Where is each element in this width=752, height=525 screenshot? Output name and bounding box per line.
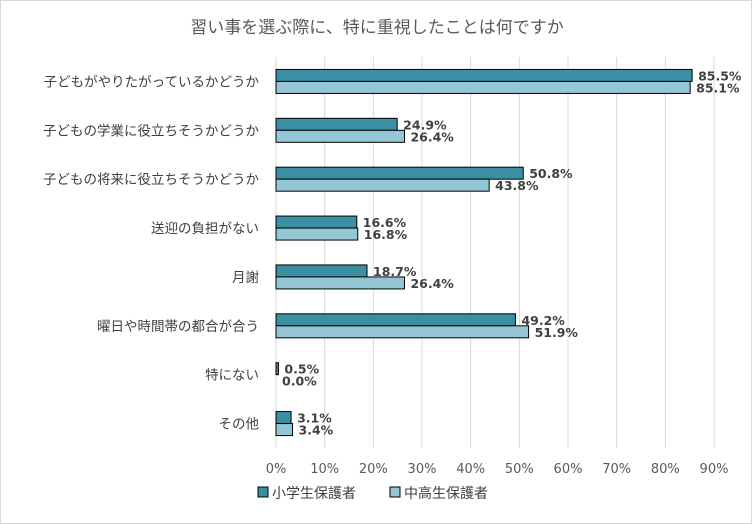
category-label: 子どもの将来に役立ちそうかどうか: [43, 172, 259, 188]
labels: 0% 10% 20% 30% 40% 50% 60% 70% 80% 90% 子どもがやりたがってい…: [43, 68, 742, 477]
bar-elementary: [275, 362, 279, 376]
data-label: 18.7%: [373, 264, 417, 279]
data-label: 51.9%: [535, 325, 579, 340]
x-tick-label: 70%: [602, 462, 631, 477]
data-label: 16.8%: [364, 227, 408, 242]
x-tick-label: 20%: [359, 462, 388, 477]
gridlines: [275, 57, 715, 448]
x-tick-label: 40%: [456, 462, 485, 477]
data-label: 24.9%: [403, 117, 447, 132]
x-tick-label: 60%: [554, 462, 583, 477]
data-label: 3.4%: [299, 423, 334, 438]
data-label: 26.4%: [410, 276, 454, 291]
legend: 小学生保護者 中高生保護者: [257, 485, 488, 502]
bars: [275, 68, 693, 437]
x-tick-label: 0%: [266, 462, 287, 477]
bar-secondary: [275, 129, 405, 143]
chart-title: 習い事を選ぶ際に、特に重視したことは何ですか: [190, 18, 564, 38]
x-tick-label: 80%: [651, 462, 680, 477]
data-label: 0.5%: [284, 362, 319, 377]
x-tick-label: 10%: [310, 462, 339, 477]
bar-elementary: [275, 313, 516, 327]
bar-secondary: [275, 423, 294, 437]
data-label: 85.5%: [698, 68, 742, 83]
category-label: 月謝: [232, 270, 259, 286]
bar-elementary: [275, 215, 358, 229]
data-label: 3.1%: [297, 411, 332, 426]
x-tick-label: 90%: [700, 462, 729, 477]
bar-secondary: [275, 178, 490, 192]
data-label: 0.0%: [282, 374, 317, 389]
bar-elementary: [275, 117, 398, 131]
category-label: 曜日や時間帯の都合が合う: [97, 319, 259, 335]
x-tick-label: 50%: [505, 462, 534, 477]
bar-secondary: [275, 325, 530, 339]
bar-elementary: [275, 166, 524, 180]
data-label: 26.4%: [410, 129, 454, 144]
bar-secondary: [275, 80, 691, 94]
data-label: 16.6%: [363, 215, 407, 230]
bar-secondary: [275, 276, 405, 290]
x-tick-label: 30%: [408, 462, 437, 477]
category-label: 子どもがやりたがっているかどうか: [44, 74, 260, 90]
legend-swatch-elementary: [257, 486, 269, 498]
data-label: 43.8%: [495, 178, 539, 193]
category-label: その他: [219, 417, 260, 433]
category-label: 子どもの学業に役立ちそうかどうか: [43, 123, 259, 139]
legend-label-secondary: 中高生保護者: [404, 485, 488, 502]
category-label: 特にない: [205, 368, 259, 384]
data-label: 50.8%: [529, 166, 573, 181]
bar-secondary: [275, 227, 359, 241]
category-label: 送迎の負担がない: [151, 221, 259, 237]
data-label: 49.2%: [521, 313, 565, 328]
bar-elementary: [275, 68, 693, 82]
data-label: 85.1%: [696, 80, 740, 95]
bar-elementary: [275, 411, 292, 425]
legend-label-elementary: 小学生保護者: [272, 486, 356, 502]
legend-swatch-secondary: [389, 486, 401, 498]
bar-elementary: [275, 264, 368, 278]
